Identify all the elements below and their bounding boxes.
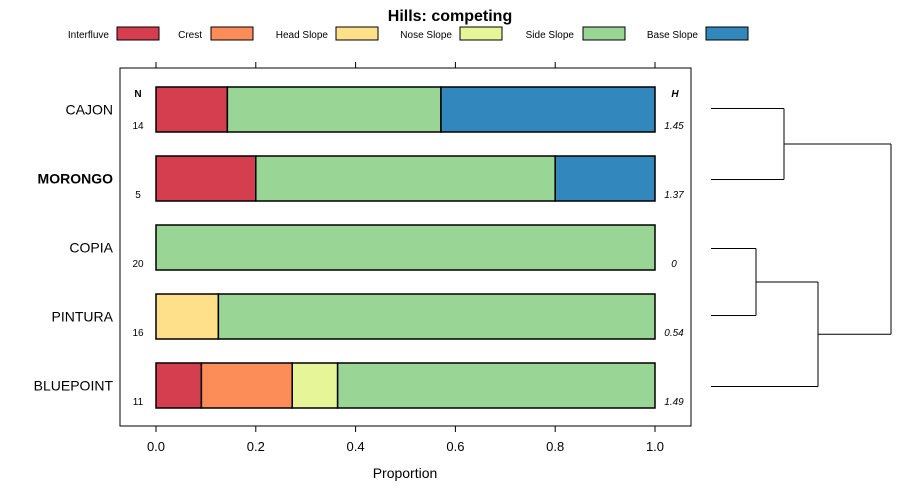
bar-segment-cajon-interfluve [155,86,229,133]
n-value-copia: 20 [132,259,144,270]
bar-segment-morongo-side-slope [255,155,556,202]
bar-segment-morongo-base-slope [554,155,656,202]
bar-segment-cajon-side-slope [226,86,442,133]
legend-label-nose-slope: Nose Slope [400,30,452,41]
h-value-pintura: 0.54 [664,328,684,339]
legend-label-side-slope: Side Slope [526,30,575,41]
h-labels: 1.45 1.37 0 0.54 1.49 [664,121,684,408]
row-label-bluepoint: BLUEPOINT [34,378,114,394]
plot-frame [119,67,692,427]
legend-label-base-slope: Base Slope [647,30,699,41]
bar-segment-cajon-base-slope [440,86,656,133]
bar-segment-morongo-interfluve [155,155,257,202]
legend-swatch-base-slope [705,26,749,41]
row-label-pintura: PINTURA [52,309,114,325]
n-value-morongo: 5 [135,190,141,201]
bars [155,86,656,409]
x-axis-title: Proportion [373,465,438,481]
bar-segment-bluepoint-interfluve [155,362,203,409]
legend-swatch-crest [210,26,254,41]
n-labels: 14 5 20 16 11 [132,121,144,408]
row-label-morongo: MORONGO [38,171,114,187]
legend-label-crest: Crest [178,30,202,41]
bar-segment-bluepoint-nose-slope [291,362,339,409]
h-value-copia: 0 [671,259,677,270]
row-label-copia: COPIA [69,240,113,256]
legend-swatch-interfluve [116,26,160,41]
legend-swatch-side-slope [582,26,626,41]
chart-title: Hills: competing [388,8,512,25]
x-tick-label-3: 0.6 [446,439,464,454]
bar-segment-pintura-side-slope [217,293,656,340]
n-value-pintura: 16 [132,328,144,339]
row-label-cajon: CAJON [66,102,113,118]
bar-segment-bluepoint-crest [200,362,293,409]
x-tick-label-1: 0.2 [247,439,265,454]
row-labels: CAJON MORONGO COPIA PINTURA BLUEPOINT [34,102,114,394]
x-axis: 0.0 0.2 0.4 0.6 0.8 1.0 [147,426,664,454]
top-axis-ticks [155,62,656,68]
h-value-morongo: 1.37 [664,190,684,201]
n-value-cajon: 14 [132,121,144,132]
h-value-bluepoint: 1.49 [664,397,684,408]
x-tick-label-4: 0.8 [546,439,564,454]
x-tick-label-2: 0.4 [347,439,365,454]
dendrogram [711,108,892,387]
x-tick-label-0: 0.0 [147,439,165,454]
n-column-header: N [134,89,141,100]
x-tick-label-5: 1.0 [646,439,664,454]
bar-segment-copia-side-slope [155,224,656,271]
legend-label-interfluve: Interfluve [68,30,110,41]
legend-label-head-slope: Head Slope [276,30,329,41]
h-column-header: H [671,89,679,100]
legend-swatch-nose-slope [459,26,503,41]
legend-swatch-head-slope [335,26,379,41]
h-value-cajon: 1.45 [664,121,684,132]
n-value-bluepoint: 11 [133,397,144,408]
legend: Interfluve Crest Head Slope Nose Slope Side … [68,26,749,41]
bar-segment-bluepoint-side-slope [336,362,656,409]
bar-segment-pintura-head-slope [155,293,220,340]
